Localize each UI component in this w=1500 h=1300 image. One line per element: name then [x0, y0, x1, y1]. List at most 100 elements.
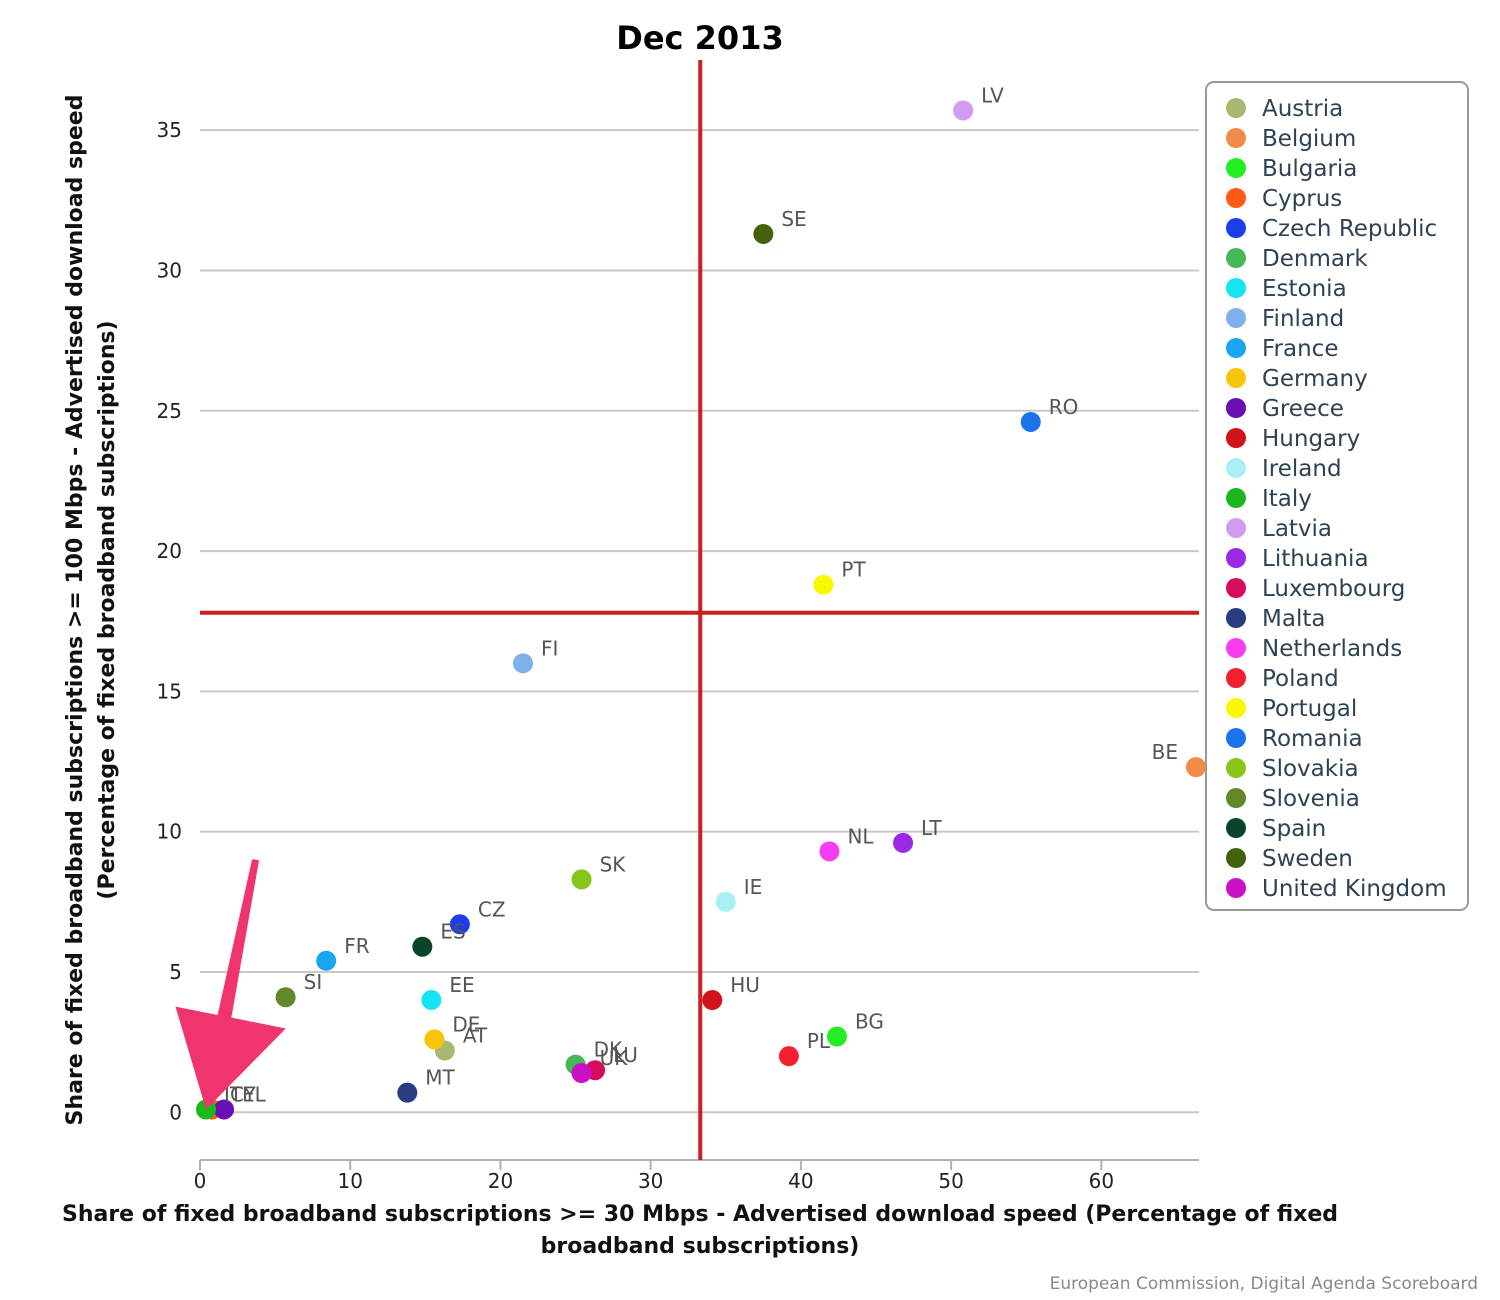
point-label-nl: NL — [847, 824, 874, 848]
legend-label: Netherlands — [1262, 636, 1402, 662]
legend-label: Sweden — [1262, 846, 1353, 872]
legend-label: Ireland — [1262, 456, 1342, 482]
reference-lines — [200, 60, 1199, 1160]
legend-label: United Kingdom — [1262, 876, 1447, 902]
legend-label: Spain — [1262, 816, 1326, 842]
point-label-si: SI — [304, 970, 323, 994]
legend-marker — [1226, 668, 1246, 688]
y-tick-label: 20 — [157, 539, 182, 563]
legend-label: Germany — [1262, 366, 1368, 392]
point-label-fr: FR — [344, 934, 370, 958]
point-se — [753, 223, 774, 244]
legend-label: Belgium — [1262, 126, 1356, 152]
point-cz — [449, 914, 470, 935]
legend-marker — [1226, 488, 1246, 508]
point-lt — [893, 832, 914, 853]
point-label-be: BE — [1152, 740, 1178, 764]
point-label-es: ES — [440, 920, 465, 944]
legend-marker — [1226, 728, 1246, 748]
x-axis-title-line-1: Share of fixed broadband subscriptions >… — [62, 1202, 1338, 1227]
point-nl — [819, 841, 840, 862]
legend-marker — [1226, 428, 1246, 448]
legend-marker — [1226, 398, 1246, 418]
y-tick-label: 0 — [169, 1100, 182, 1124]
x-tick-label: 20 — [488, 1169, 513, 1193]
x-axis-title-2: broadband subscriptions) — [541, 1234, 860, 1259]
y-tick-label: 30 — [157, 258, 182, 282]
x-axis-title-1: Share of fixed broadband subscriptions >… — [62, 1202, 1338, 1227]
point-label-lu: LU — [613, 1043, 638, 1067]
point-label-fi: FI — [541, 636, 558, 660]
point-label-de: DE — [452, 1012, 480, 1036]
point-ee — [421, 990, 442, 1011]
arrow-shape — [175, 859, 286, 1110]
point-ro — [1020, 411, 1041, 432]
legend-label: Austria — [1262, 96, 1343, 122]
point-fi — [512, 653, 533, 674]
legend-label: Estonia — [1262, 276, 1347, 302]
point-uk — [571, 1063, 592, 1084]
legend-label: Lithuania — [1262, 546, 1369, 572]
point-bg — [826, 1026, 847, 1047]
point-mt — [397, 1082, 418, 1103]
x-tick-label: 60 — [1089, 1169, 1114, 1193]
point-es — [412, 936, 433, 957]
point-label-hu: HU — [730, 973, 760, 997]
x-tick-label: 30 — [638, 1169, 663, 1193]
point-label-cz: CZ — [478, 897, 506, 921]
legend-marker — [1226, 458, 1246, 478]
x-tick-label: 0 — [194, 1169, 207, 1193]
legend-marker — [1226, 578, 1246, 598]
legend-label: Italy — [1262, 486, 1312, 512]
point-si — [275, 987, 296, 1008]
y-tick-label: 5 — [169, 960, 182, 984]
legend-marker — [1226, 758, 1246, 778]
point-label-bg: BG — [855, 1010, 884, 1034]
x-axis-title-line-2: broadband subscriptions) — [541, 1234, 860, 1259]
legend-marker — [1226, 698, 1246, 718]
legend-marker — [1226, 278, 1246, 298]
chart-title: Dec 2013 — [616, 19, 783, 57]
legend-marker — [1226, 98, 1246, 118]
y-axis-ticks: 0 5 10 15 20 25 30 35 — [157, 118, 182, 1124]
legend-marker — [1226, 308, 1246, 328]
legend-marker — [1226, 518, 1246, 538]
point-label-pt: PT — [841, 558, 866, 582]
point-label-el: EL — [242, 1082, 267, 1106]
point-be — [1185, 757, 1206, 778]
legend-marker — [1226, 368, 1246, 388]
point-ie — [715, 891, 736, 912]
point-pl — [778, 1046, 799, 1067]
y-axis-title-1: Share of fixed broadband subscriptions >… — [63, 95, 88, 1126]
legend-label: Poland — [1262, 666, 1339, 692]
point-label-uk: UK — [600, 1046, 629, 1070]
point-label-se: SE — [781, 207, 806, 231]
y-axis-title-2: (Percentage of fixed broadband subscript… — [95, 320, 120, 899]
point-label-ie: IE — [744, 875, 763, 899]
legend-marker — [1226, 848, 1246, 868]
legend-box — [1205, 81, 1469, 911]
credit-text: European Commission, Digital Agenda Scor… — [1050, 1274, 1478, 1294]
y-axis-title-line-1: Share of fixed broadband subscriptions >… — [63, 95, 88, 1126]
point-label-mt: MT — [425, 1066, 455, 1090]
legend-label: Slovakia — [1262, 756, 1359, 782]
point-hu — [702, 990, 723, 1011]
annotation-arrow — [175, 859, 286, 1110]
data-points: AT BE BG CY CZ DK EE FI FR DE EL HU IE IT LV LT LU MT NL PL… — [196, 84, 1206, 1120]
legend-label: Slovenia — [1262, 786, 1360, 812]
point-label-at: AT — [463, 1024, 488, 1048]
y-tick-label: 25 — [157, 399, 182, 423]
point-lv — [953, 100, 974, 121]
point-label-ro: RO — [1049, 395, 1079, 419]
point-pt — [813, 574, 834, 595]
legend-label: Latvia — [1262, 516, 1332, 542]
legend-marker — [1226, 218, 1246, 238]
legend: Austria Belgium Bulgaria Cyprus Czech Republ… — [1205, 81, 1469, 911]
point-label-cy: CY — [230, 1082, 257, 1106]
legend-marker — [1226, 338, 1246, 358]
legend-marker — [1226, 548, 1246, 568]
x-axis: 0 10 20 30 40 50 60 — [194, 1159, 1199, 1193]
y-axis-title-line-2: (Percentage of fixed broadband subscript… — [95, 320, 120, 899]
legend-label: Luxembourg — [1262, 576, 1405, 602]
y-tick-label: 15 — [157, 679, 182, 703]
